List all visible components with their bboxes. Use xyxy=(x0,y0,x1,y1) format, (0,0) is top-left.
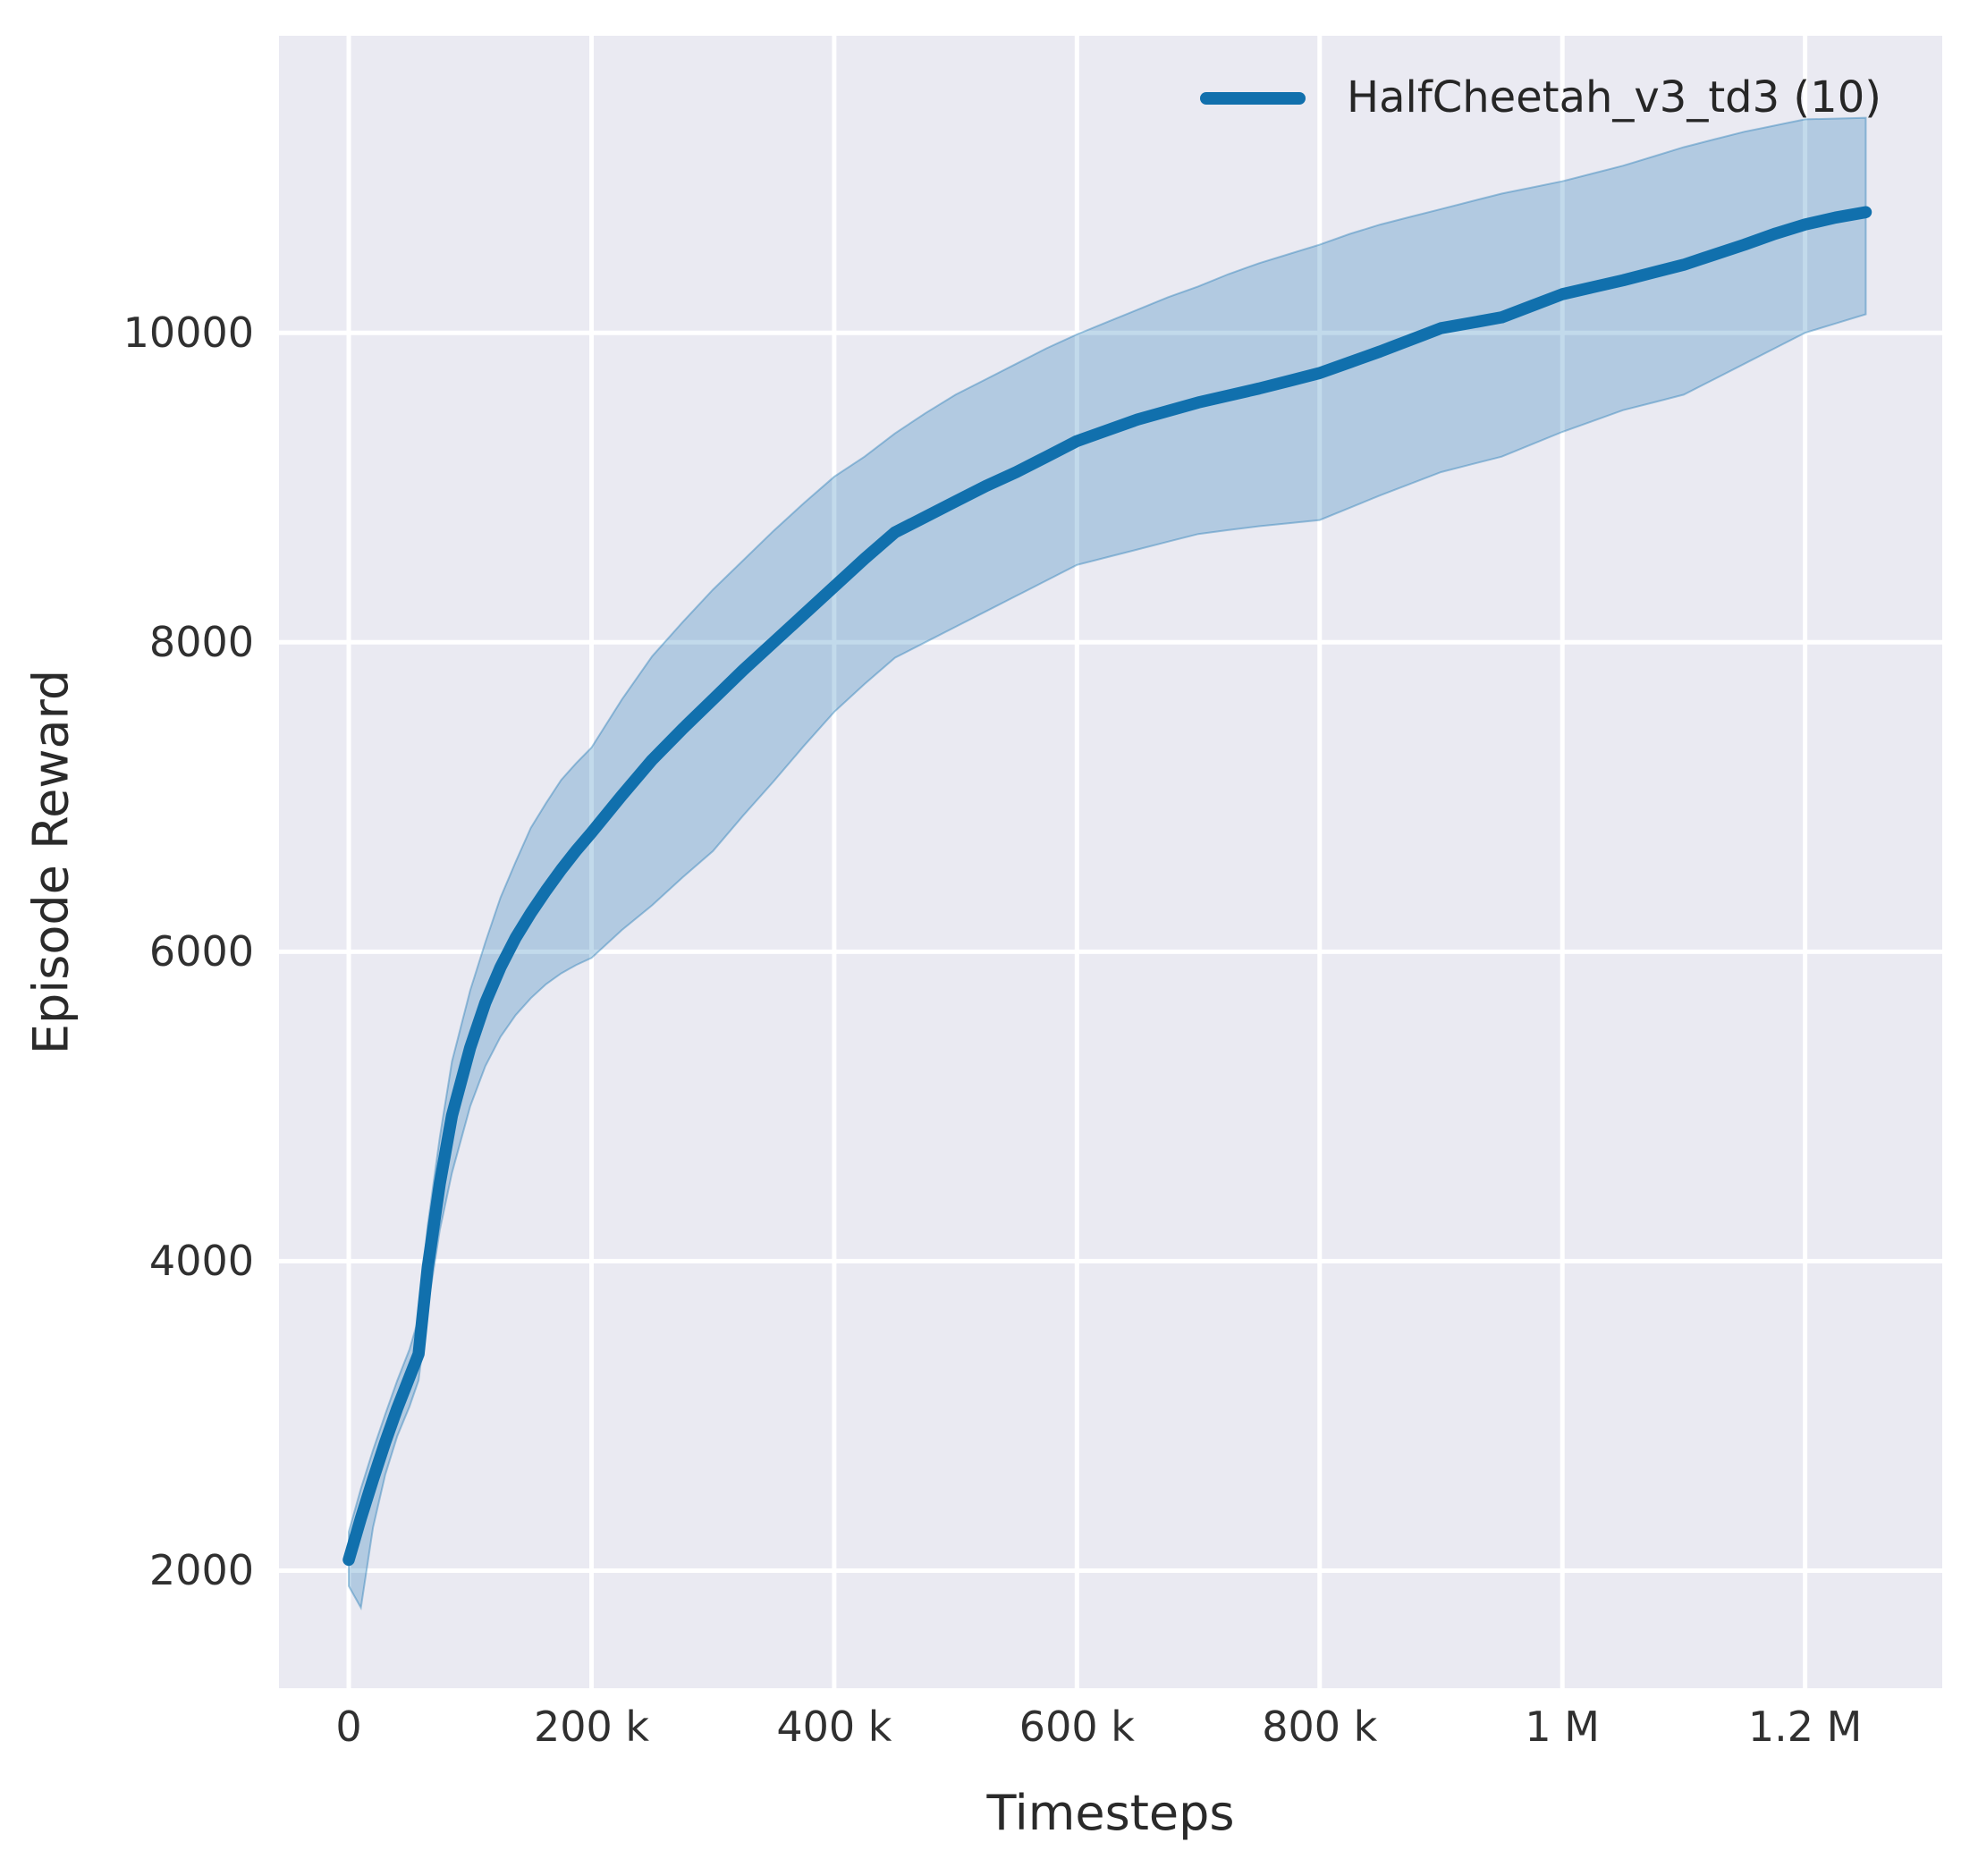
x-tick-label: 400 k xyxy=(776,1703,892,1751)
plot-area xyxy=(279,36,1942,1688)
x-tick-label: 0 xyxy=(335,1703,362,1751)
y-tick-label: 10000 xyxy=(123,308,254,358)
y-tick-label: 2000 xyxy=(148,1546,254,1595)
chart-canvas xyxy=(279,36,1942,1688)
x-tick-label: 800 k xyxy=(1262,1703,1378,1751)
x-tick-label: 600 k xyxy=(1019,1703,1135,1751)
legend-label: HalfCheetah_v3_td3 (10) xyxy=(1347,72,1881,123)
legend: HalfCheetah_v3_td3 (10) xyxy=(1200,68,1881,129)
x-tick-label: 200 k xyxy=(533,1703,649,1751)
x-tick-label: 1.2 M xyxy=(1747,1703,1863,1751)
x-axis-label: Timesteps xyxy=(986,1785,1235,1841)
y-tick-label: 4000 xyxy=(148,1237,254,1286)
x-tick-label: 1 M xyxy=(1525,1703,1600,1751)
confidence-band xyxy=(348,116,1867,1611)
legend-line-swatch xyxy=(1200,92,1306,105)
y-tick-label: 8000 xyxy=(148,618,254,667)
y-axis-label: Episode Reward xyxy=(22,669,80,1055)
y-tick-label: 6000 xyxy=(148,927,254,976)
mean-reward-line xyxy=(342,206,1872,1567)
